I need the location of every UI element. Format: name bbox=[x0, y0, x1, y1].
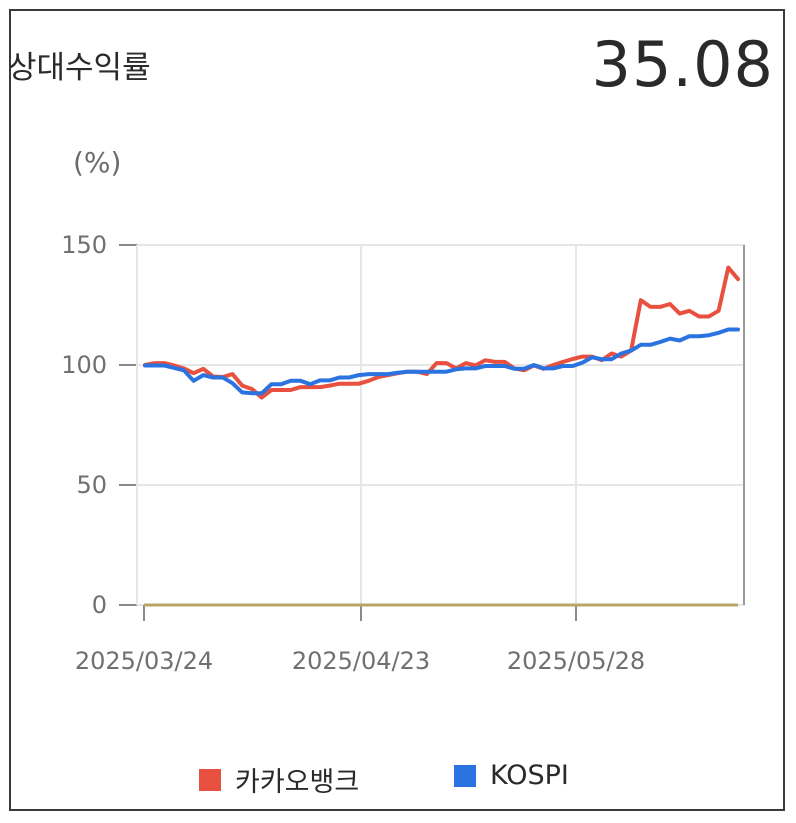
card-title: 상대수익률 bbox=[8, 50, 151, 86]
legend-swatch-kospi bbox=[454, 764, 476, 787]
legend-label-kakaobank: 카카오뱅크 bbox=[235, 767, 360, 798]
chart-card bbox=[9, 9, 785, 811]
series-line-kospi bbox=[143, 327, 740, 396]
y-tick-label: 50 bbox=[76, 471, 107, 499]
y-tick-label: 100 bbox=[61, 351, 107, 379]
y-axis-unit: (%) bbox=[73, 146, 122, 179]
legend-item-kospi[interactable]: KOSPI bbox=[454, 760, 569, 791]
x-tick-label: 2025/05/28 bbox=[507, 647, 645, 675]
series-line-kakaobank bbox=[143, 265, 740, 400]
x-tick-label: 2025/03/24 bbox=[75, 647, 213, 675]
legend-label-kospi: KOSPI bbox=[490, 760, 569, 791]
legend-item-kakaobank[interactable]: 카카오뱅크 bbox=[199, 760, 359, 799]
y-tick-label: 150 bbox=[61, 231, 107, 259]
x-tick-label: 2025/04/23 bbox=[292, 647, 430, 675]
y-tick-label: 0 bbox=[92, 591, 107, 619]
relative-return-value: 35.08 bbox=[591, 28, 774, 101]
plot-area bbox=[136, 244, 745, 606]
legend: 카카오뱅크 KOSPI bbox=[0, 760, 796, 800]
legend-swatch-kakaobank bbox=[199, 768, 221, 791]
